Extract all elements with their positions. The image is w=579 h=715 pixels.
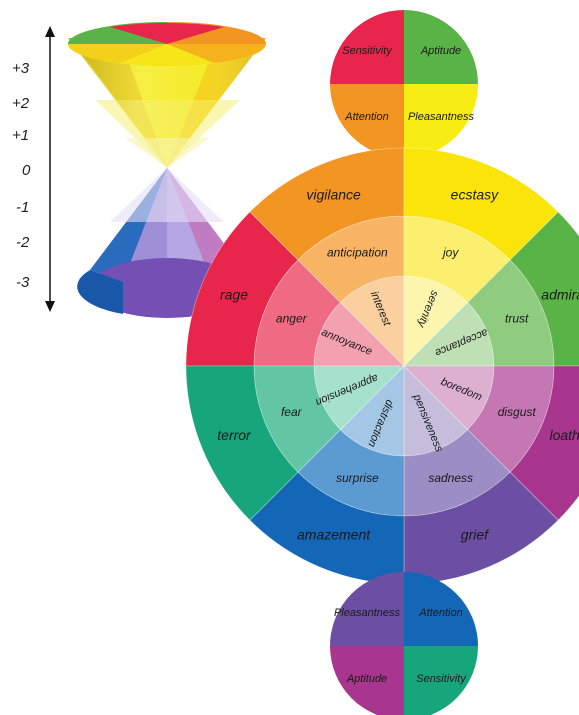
top-circle-label: Sensitivity	[342, 45, 393, 57]
lower-fan-middle-label: fear	[281, 405, 303, 419]
upper-fan-outer-label: ecstasy	[451, 187, 499, 203]
lower-fan-middle-label: sadness	[428, 471, 473, 485]
top-circle-label: Aptitude	[420, 45, 461, 57]
top-circle-label: Pleasantness	[408, 111, 475, 123]
lower-fan-outer-label: terror	[217, 427, 252, 443]
lower-fan-middle-label: surprise	[336, 471, 379, 485]
upper-fan-outer-label: rage	[220, 286, 248, 302]
scale-tick-label: 0	[22, 162, 31, 179]
upper-fan-middle-label: anger	[276, 311, 308, 325]
upper-cone-cap	[68, 22, 266, 66]
upper-fan-middle-label: joy	[441, 245, 459, 259]
scale-arrow-up-icon	[45, 26, 55, 37]
top-circle-quadrant	[330, 84, 404, 158]
scale-tick-label: +3	[12, 60, 30, 77]
lower-fan-outer-label: loathing	[549, 427, 579, 443]
upper-fan-middle-label: trust	[505, 311, 529, 325]
top-circle-label: Attention	[344, 111, 388, 123]
lower-fan-outer-label: amazement	[297, 527, 371, 543]
scale-tick-label: +1	[12, 127, 29, 144]
bottom-circle-quadrant	[404, 572, 478, 646]
bottom-circle-label: Aptitude	[346, 673, 387, 685]
scale-tick-label: -3	[16, 274, 30, 291]
bottom-dimension-circle: Pleasantness Attention Aptitude Sensitivity	[330, 572, 478, 715]
top-dimension-circle: Sensitivity Aptitude Attention Pleasantness	[330, 10, 478, 158]
upper-fan-outer-label: vigilance	[306, 187, 361, 203]
upper-fan-outer-petal	[509, 211, 579, 367]
top-circle-quadrant	[404, 84, 478, 158]
upper-fan-outer-label: admiration	[541, 286, 579, 302]
bottom-circle-label: Pleasantness	[334, 607, 401, 619]
bottom-circle-quadrant	[404, 646, 478, 715]
scale-tick-label: -2	[16, 234, 30, 251]
scale-tick-label: -1	[16, 199, 29, 216]
scale-arrow-down-icon	[45, 301, 55, 312]
bottom-circle-quadrant	[330, 572, 404, 646]
upper-cone	[68, 22, 266, 168]
bottom-circle-quadrant	[330, 646, 404, 715]
bottom-circle-label: Sensitivity	[416, 673, 467, 685]
upper-fan-middle-label: anticipation	[327, 245, 388, 259]
lower-fan-outer-petal	[185, 365, 299, 521]
scale-tick-label: +2	[12, 95, 30, 112]
lower-fan-middle-label: disgust	[498, 405, 537, 419]
bottom-circle-label: Attention	[418, 607, 462, 619]
lower-fan-outer-label: grief	[461, 527, 490, 543]
negative-emotion-fan: boredompensivenessdistractionapprehensio…	[185, 365, 579, 585]
top-circle-quadrant	[330, 10, 404, 84]
top-circle-quadrant	[404, 10, 478, 84]
intensity-scale: +3 +2 +1 0 -1 -2 -3	[12, 26, 55, 312]
